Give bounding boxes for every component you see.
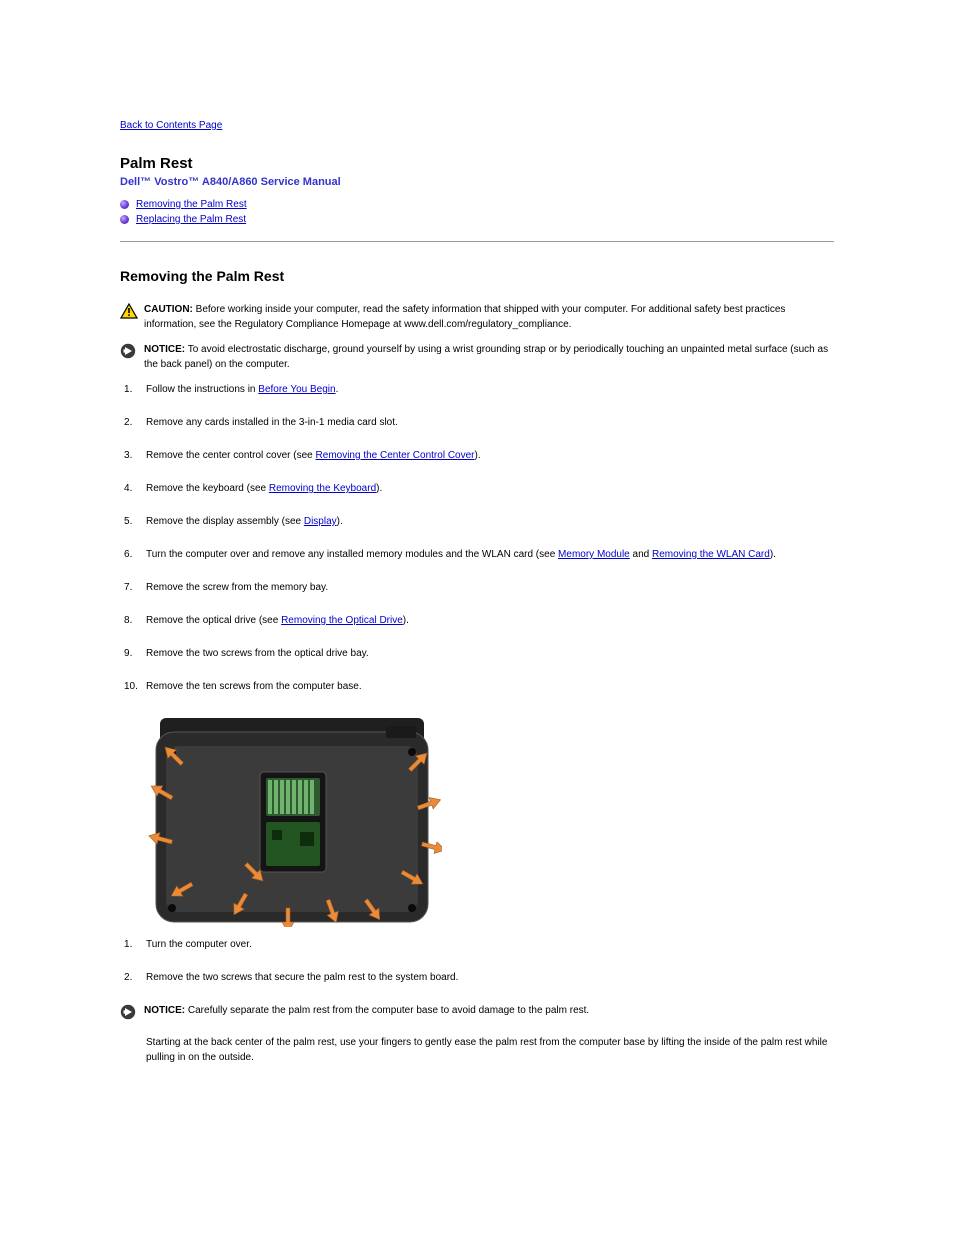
back-link[interactable]: Back to Contents Page: [120, 120, 222, 131]
notice-body: To avoid electrostatic discharge, ground…: [144, 344, 828, 370]
step-link[interactable]: Removing the Center Control Cover: [316, 450, 475, 461]
step-link[interactable]: Removing the WLAN Card: [652, 549, 770, 560]
caution-icon: [120, 303, 138, 324]
back-link-container: Back to Contents Page: [120, 120, 834, 131]
step-item: Remove the two screws that secure the pa…: [120, 970, 834, 985]
step-link[interactable]: Before You Begin: [258, 384, 335, 395]
step-link[interactable]: Removing the Optical Drive: [281, 615, 403, 626]
step-list-after: Turn the computer over. Remove the two sc…: [120, 937, 834, 985]
section-divider: [120, 241, 834, 242]
notice-separate-text: NOTICE: Carefully separate the palm rest…: [144, 1003, 834, 1018]
caution-label: CAUTION:: [144, 304, 193, 315]
step-link[interactable]: Display: [304, 516, 337, 527]
step-item: Turn the computer over.: [120, 937, 834, 952]
caution-body: Before working inside your computer, rea…: [144, 304, 785, 330]
step-item: Remove the keyboard (see Removing the Ke…: [120, 481, 834, 496]
notice-label: NOTICE:: [144, 344, 185, 355]
step-item: Remove any cards installed in the 3-in-1…: [120, 415, 834, 430]
notice-arrow-icon: [120, 1004, 138, 1025]
notice-arrow-icon: [120, 343, 138, 364]
laptop-bottom-svg: [142, 712, 442, 927]
toc-link-remove[interactable]: Removing the Palm Rest: [136, 199, 247, 210]
step-item: Turn the computer over and remove any in…: [120, 547, 834, 562]
manual-subtitle: Dell™ Vostro™ A840/A860 Service Manual: [120, 176, 834, 188]
notice-esd: NOTICE: To avoid electrostatic discharge…: [120, 342, 834, 372]
section-title: Removing the Palm Rest: [120, 268, 834, 284]
step-link[interactable]: Removing the Keyboard: [269, 483, 376, 494]
notice-label: NOTICE:: [144, 1005, 185, 1016]
step-item: Remove the optical drive (see Removing t…: [120, 613, 834, 628]
step-item: Remove the ten screws from the computer …: [120, 679, 834, 694]
step-item: Remove the display assembly (see Display…: [120, 514, 834, 529]
notice-body: Carefully separate the palm rest from th…: [188, 1005, 589, 1016]
step-item: Remove the screw from the memory bay.: [120, 580, 834, 595]
step-item: Remove the two screws from the optical d…: [120, 646, 834, 661]
step-list-before: Follow the instructions in Before You Be…: [120, 382, 834, 694]
caution-notice: CAUTION: Before working inside your comp…: [120, 302, 834, 332]
step-item: Follow the instructions in Before You Be…: [120, 382, 834, 397]
caution-text: CAUTION: Before working inside your comp…: [144, 302, 834, 332]
toc-item: Removing the Palm Rest: [120, 198, 834, 212]
toc-link-replace[interactable]: Replacing the Palm Rest: [136, 214, 246, 225]
notice-esd-text: NOTICE: To avoid electrostatic discharge…: [144, 342, 834, 372]
page-toc: Removing the Palm Rest Replacing the Pal…: [120, 198, 834, 227]
laptop-bottom-figure: [142, 712, 834, 927]
notice-separate: NOTICE: Carefully separate the palm rest…: [120, 1003, 834, 1025]
page-title: Palm Rest: [120, 155, 834, 172]
post-instruction: Starting at the back center of the palm …: [120, 1035, 834, 1065]
step-link[interactable]: Memory Module: [558, 549, 630, 560]
step-item: Remove the center control cover (see Rem…: [120, 448, 834, 463]
toc-item: Replacing the Palm Rest: [120, 213, 834, 227]
